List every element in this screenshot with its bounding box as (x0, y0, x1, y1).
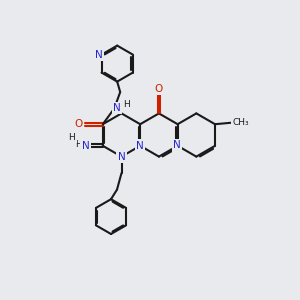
Text: O: O (155, 84, 163, 94)
Text: N: N (95, 50, 103, 60)
Text: H: H (75, 140, 82, 149)
Text: N: N (82, 141, 89, 151)
Text: N: N (118, 152, 125, 162)
Text: CH₃: CH₃ (232, 118, 249, 127)
Text: H: H (123, 100, 130, 109)
Text: N: N (113, 103, 121, 113)
Text: N: N (173, 140, 181, 150)
Text: O: O (75, 119, 83, 129)
Text: N: N (136, 141, 144, 151)
Text: H: H (68, 133, 75, 142)
